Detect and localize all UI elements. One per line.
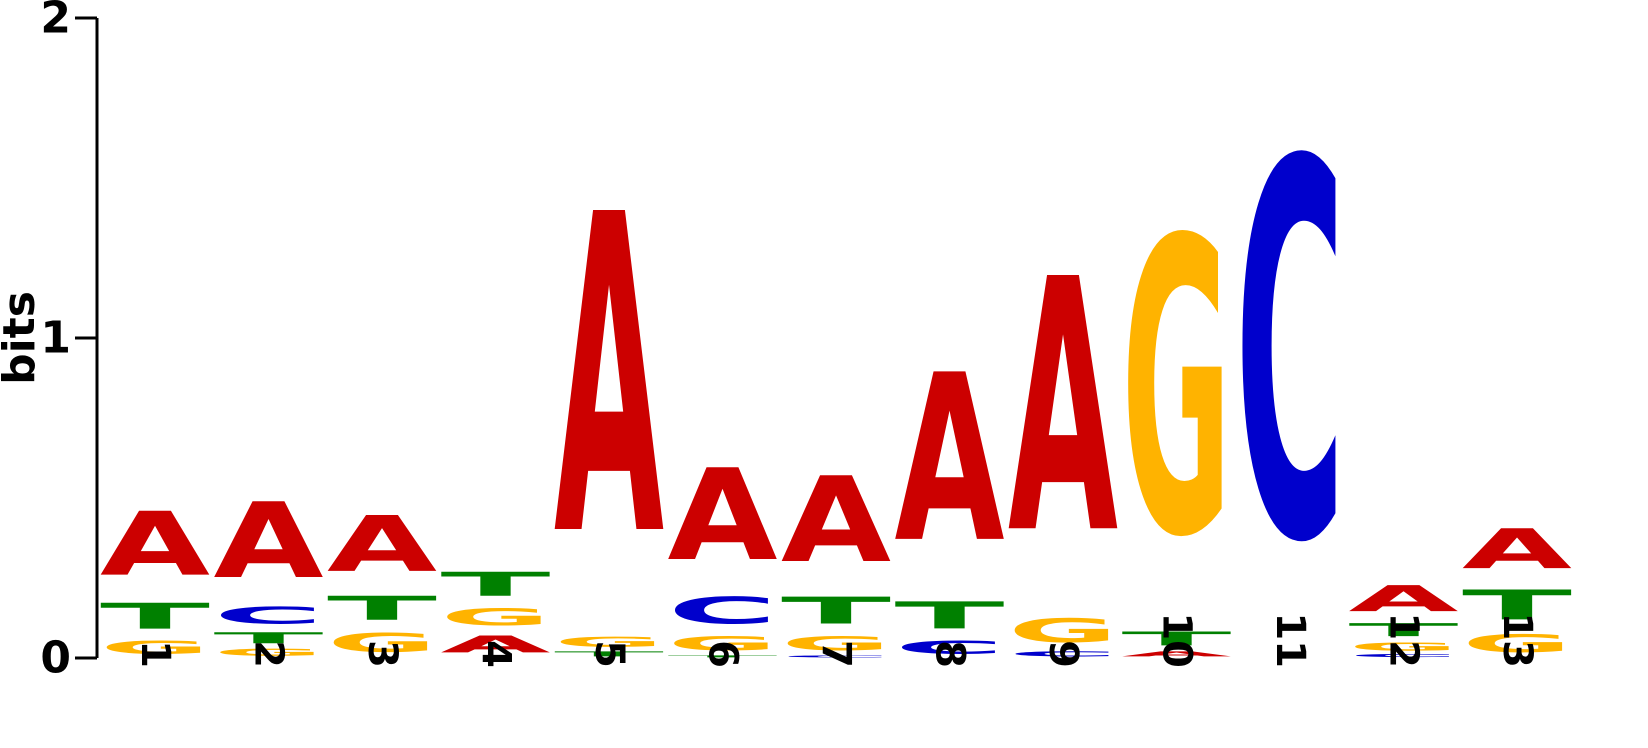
logo-letter-t: T [1349, 620, 1459, 641]
y-axis-ticks: 0 1 2 [40, 0, 97, 684]
x-tick-label: 8 [927, 640, 973, 668]
x-tick-label: 4 [473, 640, 519, 668]
logo-letter-a: A [895, 327, 1005, 594]
logo-letter-a: A [1122, 650, 1232, 658]
logo-letter-t: T [781, 589, 891, 632]
logo-letter-a: A [214, 481, 324, 602]
y-axis-label: bits [0, 291, 45, 385]
logo-letter-a: A [100, 493, 210, 595]
logo-letter-g: G [214, 647, 324, 658]
x-tick-label: 12 [1381, 612, 1427, 668]
logo-letter-t: T [554, 650, 664, 658]
logo-letter-g: G [1122, 156, 1232, 627]
logo-letter-g: G [1349, 641, 1459, 654]
logo-letter-t: T [895, 594, 1005, 637]
logo-letter-c: C [1235, 54, 1345, 656]
logo-letter-c: C [214, 602, 324, 629]
logo-letter-a: A [327, 500, 437, 589]
logo-letter-g: G [327, 628, 437, 658]
logo-letter-g: G [554, 634, 664, 650]
logo-letter-t: T [100, 596, 210, 637]
x-tick-label: 2 [246, 640, 292, 668]
x-tick-label: 7 [813, 640, 859, 668]
y-tick-label: 0 [40, 633, 71, 684]
x-tick-label: 9 [1040, 640, 1086, 668]
x-tick-label: 6 [700, 640, 746, 668]
y-tick-label: 1 [40, 313, 71, 364]
x-tick-label: 1 [132, 640, 178, 668]
logo-letter-a: A [668, 442, 778, 589]
x-tick-label: 3 [359, 640, 405, 668]
logo-letter-g: G [441, 604, 551, 631]
x-tick-label: 11 [1267, 612, 1313, 668]
logo-letter-g: G [668, 632, 778, 654]
logo-letter-g: G [1462, 629, 1572, 658]
logo-letter-a: A [1462, 518, 1572, 582]
logo-letter-c: C [781, 655, 891, 658]
logo-letter-g: G [781, 632, 891, 654]
logo-letter-g: G [1008, 612, 1118, 650]
logo-letter-a: A [554, 123, 665, 633]
logo-letter-a: A [1008, 206, 1119, 610]
logo-letter-a: A [441, 631, 551, 658]
logo-letter-a: A [1349, 578, 1459, 619]
x-tick-label: 5 [586, 640, 632, 668]
logo-letter-t: T [668, 655, 778, 658]
x-axis-labels: 1 2 3 4 5 6 7 8 9 10 11 12 13 [132, 612, 1540, 668]
logo-letter-c: C [1349, 653, 1459, 658]
logo-letter-a: A [781, 452, 891, 589]
logo-letter-c: C [895, 637, 1005, 658]
logo-letter-t: T [214, 629, 324, 646]
logo-letter-t: T [1462, 581, 1572, 629]
logo-letter-g: G [100, 637, 210, 658]
logo-letter-c: C [668, 589, 778, 632]
logo-letter-c: C [1008, 650, 1118, 658]
x-tick-label: 10 [1154, 612, 1200, 668]
x-tick-label: 13 [1494, 612, 1540, 668]
logo-letter-t: T [327, 590, 437, 628]
logo-letter-t: T [1122, 628, 1232, 650]
y-tick-label: 2 [40, 0, 71, 44]
logo-letter-t: T [441, 566, 551, 604]
